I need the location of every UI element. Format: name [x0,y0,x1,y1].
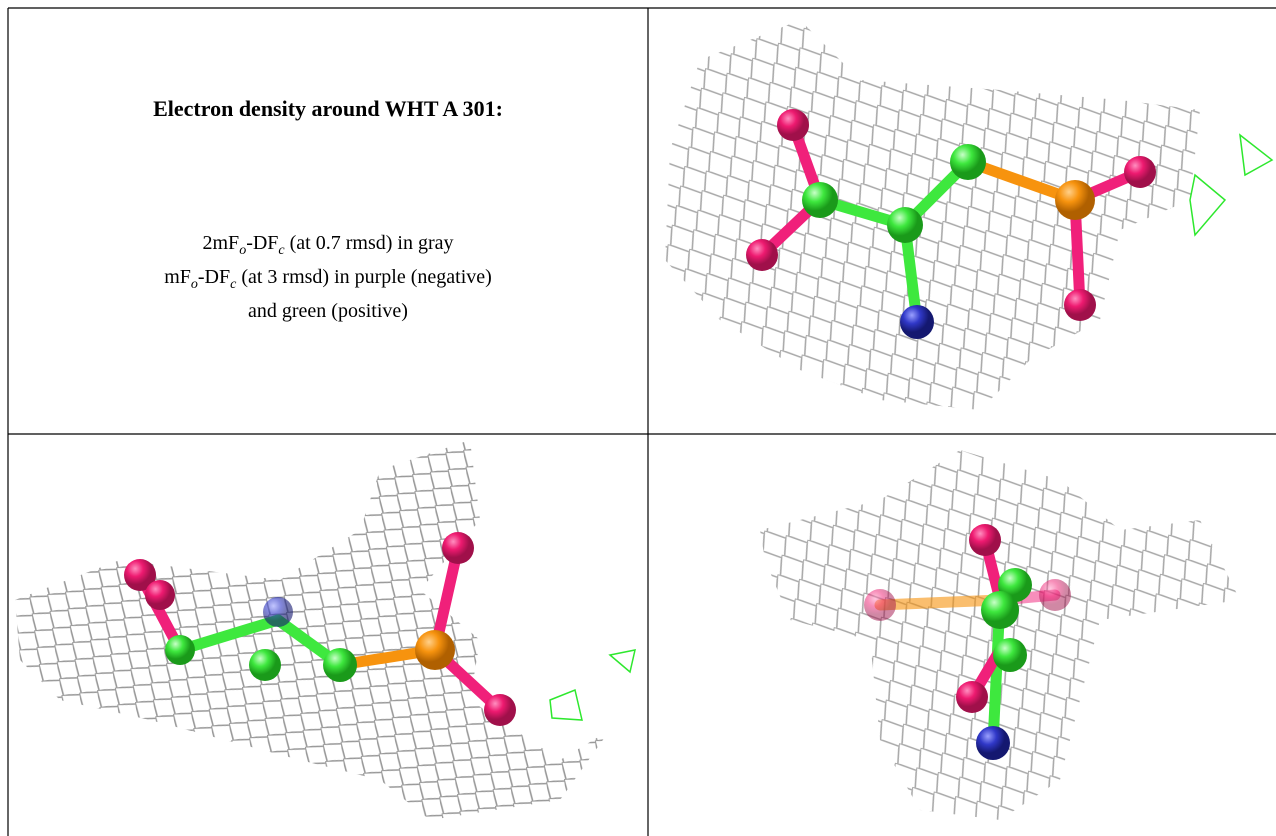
subscript: c [278,243,285,258]
subscript: o [190,277,198,292]
table-borders [7,7,1276,836]
text: -DF [197,266,231,288]
density-view-1 [665,20,1274,410]
text: mF [164,266,191,288]
description: 2mFo-DFc (at 0.7 rmsd) in gray mFo-DFc (a… [8,230,648,324]
text: (at 3 rmsd) in purple (negative) [236,266,492,288]
description-line: mFo-DFc (at 3 rmsd) in purple (negative) [8,264,648,298]
heading: Electron density around WHT A 301: [153,96,503,121]
text: -DF [246,232,279,254]
text: and green (positive) [248,300,408,322]
text: 2mF [202,232,240,254]
density-view-2 [15,440,636,820]
description-line: 2mFo-DFc (at 0.7 rmsd) in gray [8,230,648,264]
density-view-3 [760,450,1240,820]
subscript: c [230,277,237,292]
caption-cell: Electron density around WHT A 301: 2mFo-… [8,8,648,434]
subscript: o [239,243,247,258]
description-line: and green (positive) [8,298,648,324]
text: (at 0.7 rmsd) in gray [284,232,454,254]
